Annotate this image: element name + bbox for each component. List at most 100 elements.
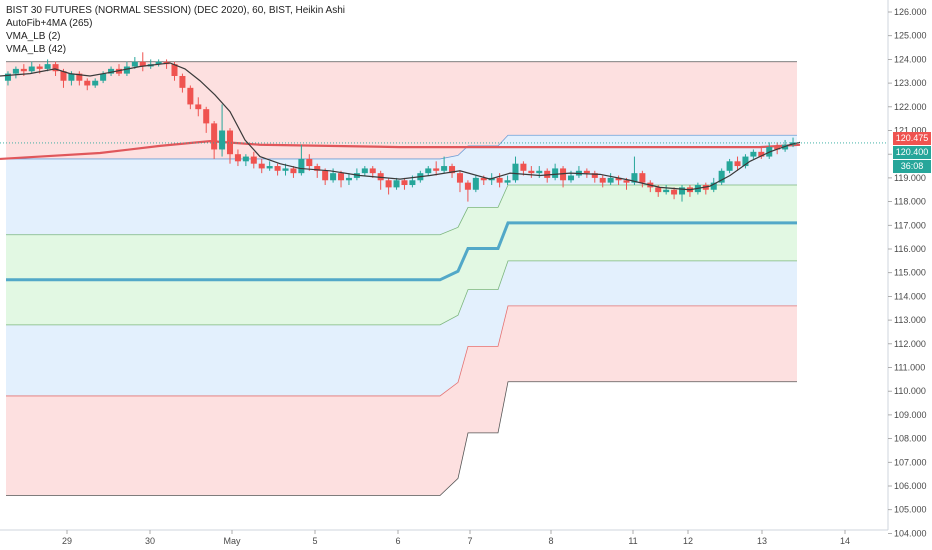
x-tick-label: 5 [312, 536, 317, 546]
candle-body [258, 163, 265, 169]
y-tick-label: 112.000 [894, 339, 926, 349]
y-tick-label: 108.000 [894, 434, 927, 444]
x-tick-label: 29 [62, 536, 72, 546]
candle-body [552, 168, 559, 178]
candle-body [385, 180, 392, 188]
candle-body [734, 161, 741, 167]
chart-legend: BIST 30 FUTURES (NORMAL SESSION) (DEC 20… [6, 4, 345, 56]
candle-body [131, 61, 138, 67]
candle-body [36, 66, 43, 69]
last-price-tag: 120.475 [893, 131, 931, 145]
x-tick-label: 8 [548, 536, 553, 546]
y-tick-label: 106.000 [894, 481, 927, 491]
candle-body [544, 170, 551, 178]
candle-body [742, 156, 749, 167]
candle-body [774, 147, 781, 150]
y-tick-label: 119.000 [894, 173, 926, 183]
fib-level-2 [6, 260, 797, 326]
candle-body [345, 177, 352, 181]
candle-body [274, 166, 281, 171]
candle-body [108, 68, 115, 74]
fib-zone-3 [6, 185, 797, 280]
fib-level-5 [6, 134, 797, 160]
candle-body [226, 130, 234, 155]
candle-body [750, 151, 757, 157]
candle-body [322, 170, 329, 181]
x-tick-label: 12 [683, 536, 693, 546]
candle-body [330, 173, 337, 181]
y-tick-label: 107.000 [894, 457, 927, 467]
candle-body [266, 166, 273, 169]
candle-body [726, 161, 733, 171]
candle-body [393, 180, 400, 188]
candle-body [464, 182, 471, 190]
y-tick-label: 114.000 [894, 291, 926, 301]
candle-body [758, 151, 765, 157]
candle-body [679, 187, 686, 195]
y-tick-label: 122.000 [894, 102, 927, 112]
candle-body [187, 87, 194, 105]
candle-body [441, 166, 448, 171]
candle-body [591, 173, 598, 178]
candle-body [401, 180, 408, 186]
candle-body [639, 173, 646, 183]
candle-body [377, 173, 384, 181]
y-tick-label: 118.000 [894, 197, 926, 207]
candle-body [52, 64, 59, 72]
candle-body [425, 168, 432, 174]
candle-body [583, 170, 590, 174]
x-tick-label: 11 [628, 536, 637, 546]
vma-2-line [0, 62, 801, 191]
candle-body [44, 64, 51, 69]
candle-body [12, 68, 19, 74]
candle-body [4, 73, 11, 81]
candle-body [195, 104, 202, 110]
indicator-autofib[interactable]: AutoFib+4MA (265) [6, 18, 93, 29]
fib-zone-0 [6, 305, 797, 496]
y-tick-label: 105.000 [894, 505, 927, 515]
candle-body [607, 177, 614, 183]
candle-body [219, 130, 226, 150]
candle-body [361, 168, 368, 174]
y-tick-label: 121.000 [894, 126, 927, 136]
countdown-tag: 36:08 [893, 159, 931, 173]
candle-body [496, 177, 503, 183]
candle-body [123, 66, 130, 74]
fib-level-1 [6, 305, 797, 397]
candle-body [179, 75, 186, 88]
candle-body [623, 180, 630, 183]
candle-body [655, 187, 662, 193]
candle-body [100, 73, 107, 81]
candle-body [92, 80, 99, 86]
candle-body [560, 168, 567, 181]
candle-body [76, 73, 83, 81]
y-tick-label: 124.000 [894, 54, 927, 64]
candle-body [84, 80, 91, 86]
candle-body [615, 177, 622, 181]
indicator-vma-42[interactable]: VMA_LB (42) [6, 44, 67, 55]
candle-body [663, 189, 670, 193]
candle-body [68, 73, 75, 81]
candle-body [520, 163, 527, 171]
y-tick-label: 110.000 [894, 386, 926, 396]
candle-body [28, 66, 35, 72]
candle-body [409, 180, 416, 186]
indicator-vma-2[interactable]: VMA_LB (2) [6, 31, 61, 42]
y-tick-label: 113.000 [894, 315, 926, 325]
candle-body [528, 170, 535, 174]
candle-body [203, 109, 210, 124]
fib-level-0 [6, 381, 797, 496]
x-tick-label: May [223, 536, 241, 546]
candle-body [536, 170, 543, 174]
candle-body [20, 68, 27, 72]
candle-body [242, 156, 249, 162]
candle-body [480, 177, 487, 181]
chart-title: BIST 30 FUTURES (NORMAL SESSION) (DEC 20… [6, 5, 345, 16]
y-tick-label: 115.000 [894, 268, 926, 278]
candle-body [456, 173, 463, 183]
candle-body [449, 166, 456, 174]
candle-body [314, 166, 321, 171]
candle-body [306, 158, 313, 167]
